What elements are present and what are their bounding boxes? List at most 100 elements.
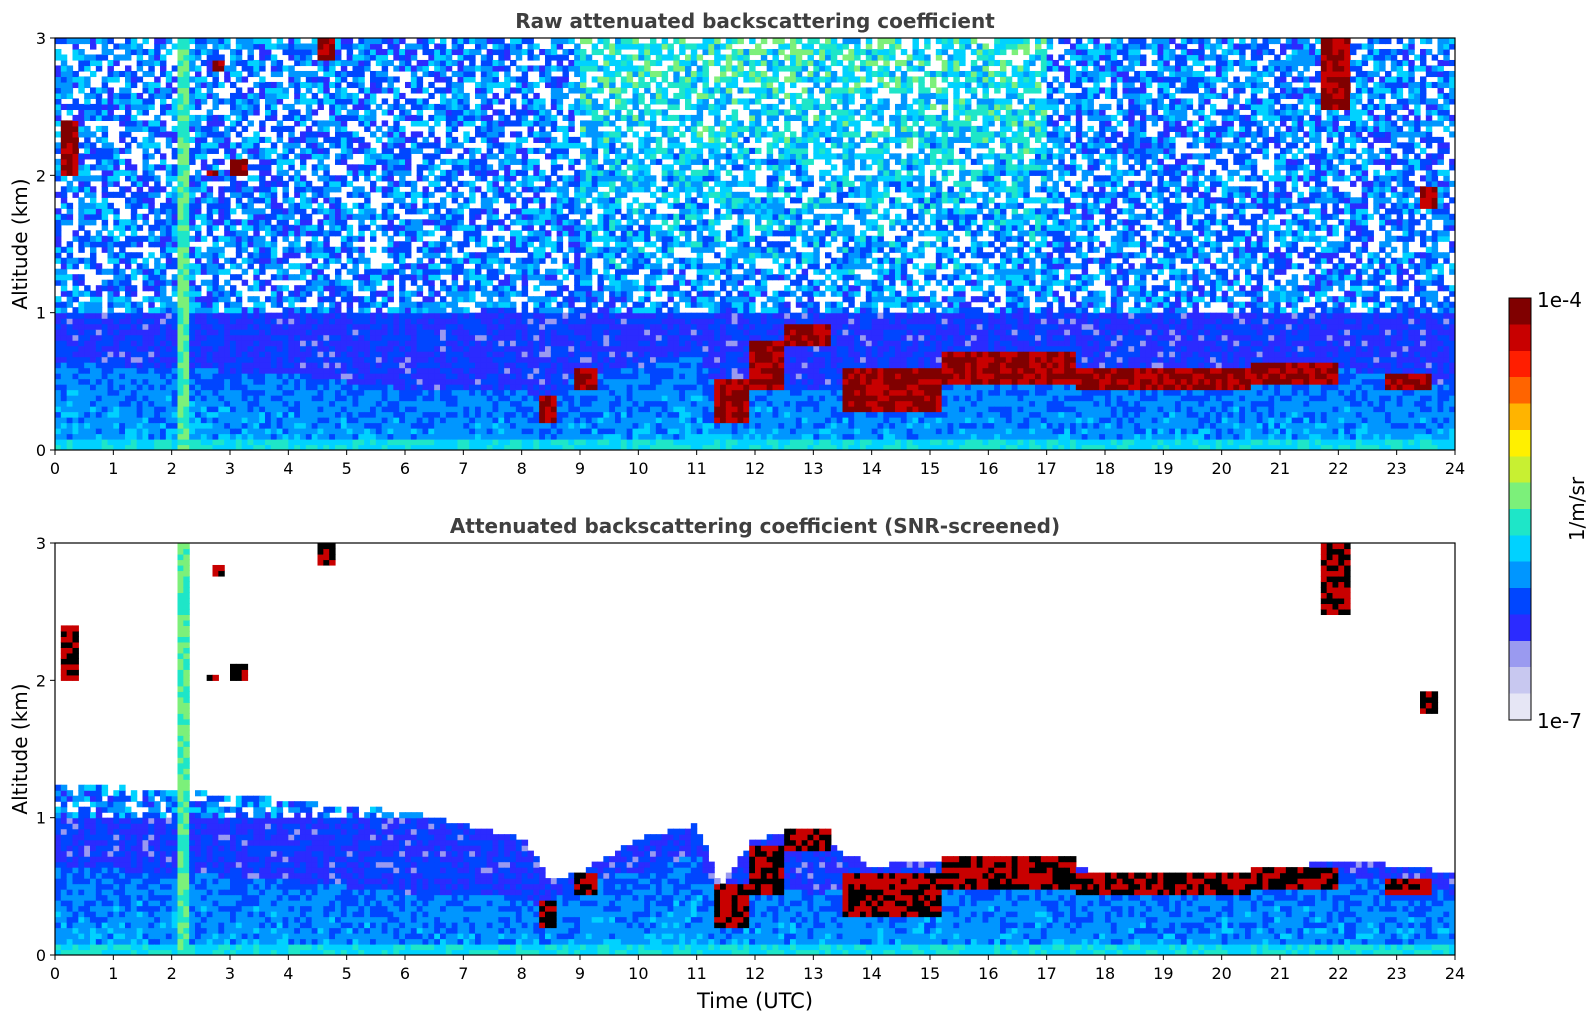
heatmap-cell (515, 351, 523, 358)
heatmap-cell (265, 180, 272, 187)
heatmap-cell (463, 417, 470, 424)
heatmap-cell (171, 318, 179, 325)
heatmap-cell (527, 252, 534, 259)
heatmap-cell (358, 378, 365, 385)
heatmap-cell (282, 307, 289, 314)
heatmap-cell (177, 235, 184, 242)
heatmap-cell (276, 356, 284, 363)
heatmap-cell (95, 38, 103, 45)
heatmap-cell (142, 235, 149, 242)
heatmap-cell (253, 147, 260, 154)
heatmap-cell (492, 406, 499, 413)
heatmap-cell (259, 246, 266, 253)
heatmap-cell (335, 351, 342, 358)
heatmap-cell (492, 362, 499, 369)
heatmap-cell (300, 131, 307, 138)
heatmap-cell (527, 213, 534, 220)
heatmap-cell (370, 417, 377, 424)
heatmap-cell (370, 422, 377, 429)
heatmap-cell (130, 351, 138, 358)
heatmap-cell (101, 279, 109, 286)
heatmap-cell (340, 87, 348, 94)
heatmap-cell (416, 59, 424, 67)
heatmap-cell (375, 54, 383, 61)
heatmap-cell (375, 301, 383, 308)
heatmap-cell (230, 147, 237, 154)
heatmap-cell (300, 92, 307, 100)
heatmap-cell (451, 98, 459, 105)
heatmap-cell (130, 422, 138, 429)
heatmap-cell (288, 356, 295, 363)
heatmap-cell (533, 147, 540, 154)
heatmap-cell (200, 323, 208, 330)
heatmap-cell (95, 147, 103, 154)
heatmap-cell (346, 417, 354, 424)
heatmap-cell (55, 38, 62, 45)
heatmap-cell (212, 38, 219, 45)
heatmap-cell (189, 114, 196, 121)
heatmap-cell (55, 274, 62, 281)
heatmap-cell (113, 252, 120, 259)
heatmap-cell (189, 340, 196, 347)
heatmap-cell (101, 246, 109, 253)
heatmap-cell (364, 400, 371, 407)
heatmap-cell (387, 433, 394, 440)
heatmap-cell (113, 76, 120, 83)
heatmap-cell (323, 345, 330, 352)
heatmap-cell (154, 340, 161, 347)
heatmap-cell (148, 307, 155, 314)
heatmap-cell (101, 48, 109, 56)
heatmap-cell (107, 230, 114, 237)
heatmap-cell (311, 400, 319, 407)
heatmap-cell (265, 433, 272, 440)
heatmap-cell (247, 263, 254, 270)
heatmap-cell (60, 428, 68, 435)
heatmap-cell (381, 48, 389, 56)
heatmap-cell (510, 43, 517, 50)
heatmap-cell (136, 444, 144, 450)
heatmap-cell (527, 48, 534, 56)
heatmap-cell (206, 439, 214, 446)
heatmap-cell (282, 406, 289, 413)
heatmap-cell (323, 70, 330, 78)
heatmap-cell (154, 164, 161, 171)
heatmap-cell (387, 136, 394, 143)
heatmap-cell (212, 345, 219, 352)
heatmap-cell (340, 395, 348, 402)
heatmap-cell (405, 422, 412, 429)
heatmap-cell (527, 197, 534, 204)
heatmap-cell (212, 290, 219, 297)
heatmap-cell (340, 334, 348, 341)
heatmap-cell (224, 411, 231, 418)
heatmap-cell (510, 197, 517, 204)
heatmap-cell (364, 208, 371, 215)
heatmap-cell (78, 351, 85, 358)
heatmap-cell (510, 433, 517, 440)
heatmap-cell (405, 301, 412, 308)
heatmap-cell (84, 417, 91, 424)
heatmap-cell (422, 384, 429, 391)
heatmap-cell (241, 158, 249, 165)
heatmap-cell (212, 92, 219, 100)
heatmap-cell (486, 389, 494, 396)
heatmap-cell (457, 373, 464, 380)
heatmap-cell (515, 263, 523, 270)
heatmap-cell (148, 197, 155, 204)
heatmap-cell (445, 109, 453, 116)
heatmap-cell (440, 257, 447, 264)
heatmap-cell (463, 279, 470, 286)
heatmap-cell (469, 268, 476, 275)
heatmap-cell (95, 153, 103, 160)
heatmap-cell (457, 169, 464, 176)
heatmap-cell (329, 257, 336, 264)
heatmap-cell (387, 290, 394, 297)
heatmap-cell (288, 345, 295, 352)
heatmap-cell (276, 296, 284, 303)
heatmap-cell (195, 38, 202, 45)
heatmap-cell (335, 290, 342, 297)
heatmap-cell (212, 296, 219, 303)
heatmap-cell (177, 290, 184, 297)
heatmap-cell (90, 43, 97, 50)
heatmap-cell (60, 406, 68, 413)
heatmap-cell (451, 400, 459, 407)
